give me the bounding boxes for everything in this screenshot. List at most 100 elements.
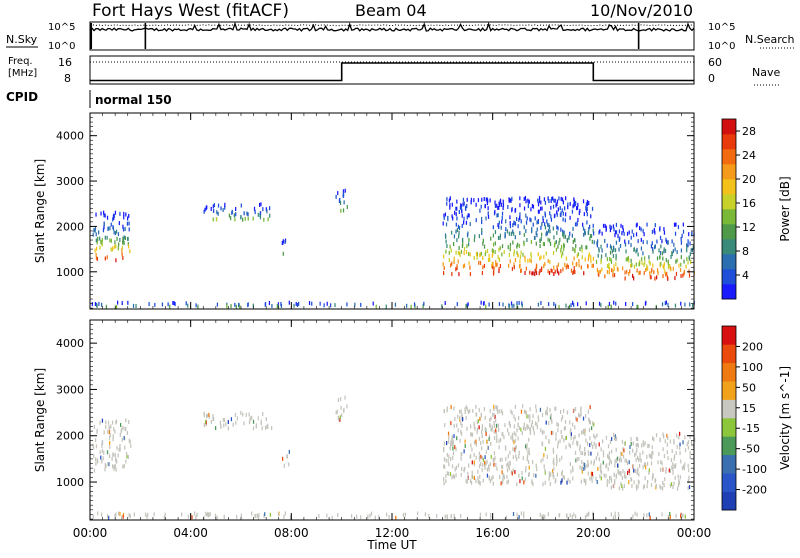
scatter-cell [561,197,564,202]
scatter-cell [498,225,500,229]
scatter-cell [492,225,494,230]
scatter-cell [457,428,459,433]
scatter-cell [665,272,667,277]
scatter-cell [235,420,237,425]
scatter-cell [643,513,645,518]
scatter-cell [443,448,445,453]
scatter-cell [260,202,262,207]
scatter-cell [222,417,225,422]
scatter-cell [570,428,572,433]
scatter-cell [280,302,282,306]
scatter-cell [119,432,121,437]
scatter-cell [547,259,549,263]
scatter-cell [584,428,586,433]
scatter-cell [481,271,484,275]
scatter-cell [492,265,494,270]
scatter-cell [581,469,583,474]
scatter-cell [644,260,646,265]
scatter-cell [342,189,345,194]
scatter-cell [520,427,522,432]
scatter-cell [478,260,480,265]
scatter-cell [487,206,489,211]
scatter-cell [572,239,574,244]
scatter-cell [675,450,677,455]
scatter-cell [443,271,445,275]
scatter-cell [488,475,490,480]
colorbar-tick-label: 8 [742,245,749,258]
scatter-cell [531,227,533,232]
scatter-cell [535,231,537,236]
scatter-cell [556,269,559,274]
scatter-cell [501,411,504,416]
scatter-cell [501,465,504,470]
scatter-cell [565,435,568,440]
scatter-cell [476,255,478,260]
scatter-cell [636,512,638,517]
scatter-cell [628,272,630,276]
scatter-cell [92,514,94,519]
scatter-cell [487,211,489,216]
scatter-cell [578,433,580,438]
scatter-cell [207,512,209,517]
scatter-cell [659,437,661,442]
scatter-cell [220,424,222,429]
scatter-cell [342,193,344,198]
scatter-cell [481,446,483,451]
y-tick-label: 3000 [56,383,84,396]
scatter-cell [122,256,124,260]
scatter-cell [666,442,668,447]
scatter-cell [600,244,602,249]
scatter-cell [549,238,551,243]
noise-tick-left-top: 10^5 [48,22,75,33]
scatter-cell [574,407,577,411]
scatter-cell [144,512,147,517]
scatter-cell [483,263,486,268]
scatter-cell [653,227,655,232]
scatter-cell [679,442,681,447]
scatter-cell [605,464,607,469]
scatter-cell [466,197,468,202]
scatter-cell [117,300,119,305]
scatter-cell [115,467,117,472]
scatter-cell [501,457,503,462]
scatter-cell [513,249,516,254]
scatter-cell [573,408,575,413]
scatter-cell [652,450,654,455]
scatter-cell [509,224,512,229]
freq-tick-bottom: 8 [64,72,71,85]
scatter-cell [556,265,558,270]
scatter-cell [394,302,397,307]
colorbar-tick-label: 100 [742,361,763,374]
scatter-cell [687,243,689,248]
scatter-cell [567,205,569,210]
scatter-cell [516,457,518,462]
scatter-cell [597,452,599,457]
scatter-cell [96,246,98,251]
scatter-cell [249,417,251,422]
scatter-cell [453,424,455,429]
scatter-cell [535,473,537,478]
scatter-cell [447,458,449,463]
scatter-cell [587,231,589,235]
scatter-cell [570,432,572,437]
scatter-cell [612,224,615,229]
scatter-cell [545,420,547,425]
scatter-cell [524,477,526,482]
scatter-cell [127,236,129,241]
scatter-cell [632,302,634,307]
scatter-cell [539,407,542,412]
scatter-cell [551,269,553,274]
scatter-cell [675,463,677,468]
scatter-cell [117,453,119,458]
scatter-cell [643,484,645,489]
scatter-cell [475,202,477,207]
scatter-cell [507,205,509,209]
scatter-cell [509,259,511,264]
scatter-cell [511,411,513,416]
scatter-cell [549,211,551,216]
scatter-cell [632,514,634,519]
scatter-cell [532,482,534,487]
scatter-cell [543,255,545,259]
scatter-cell [663,265,665,270]
scatter-cell [624,441,626,446]
